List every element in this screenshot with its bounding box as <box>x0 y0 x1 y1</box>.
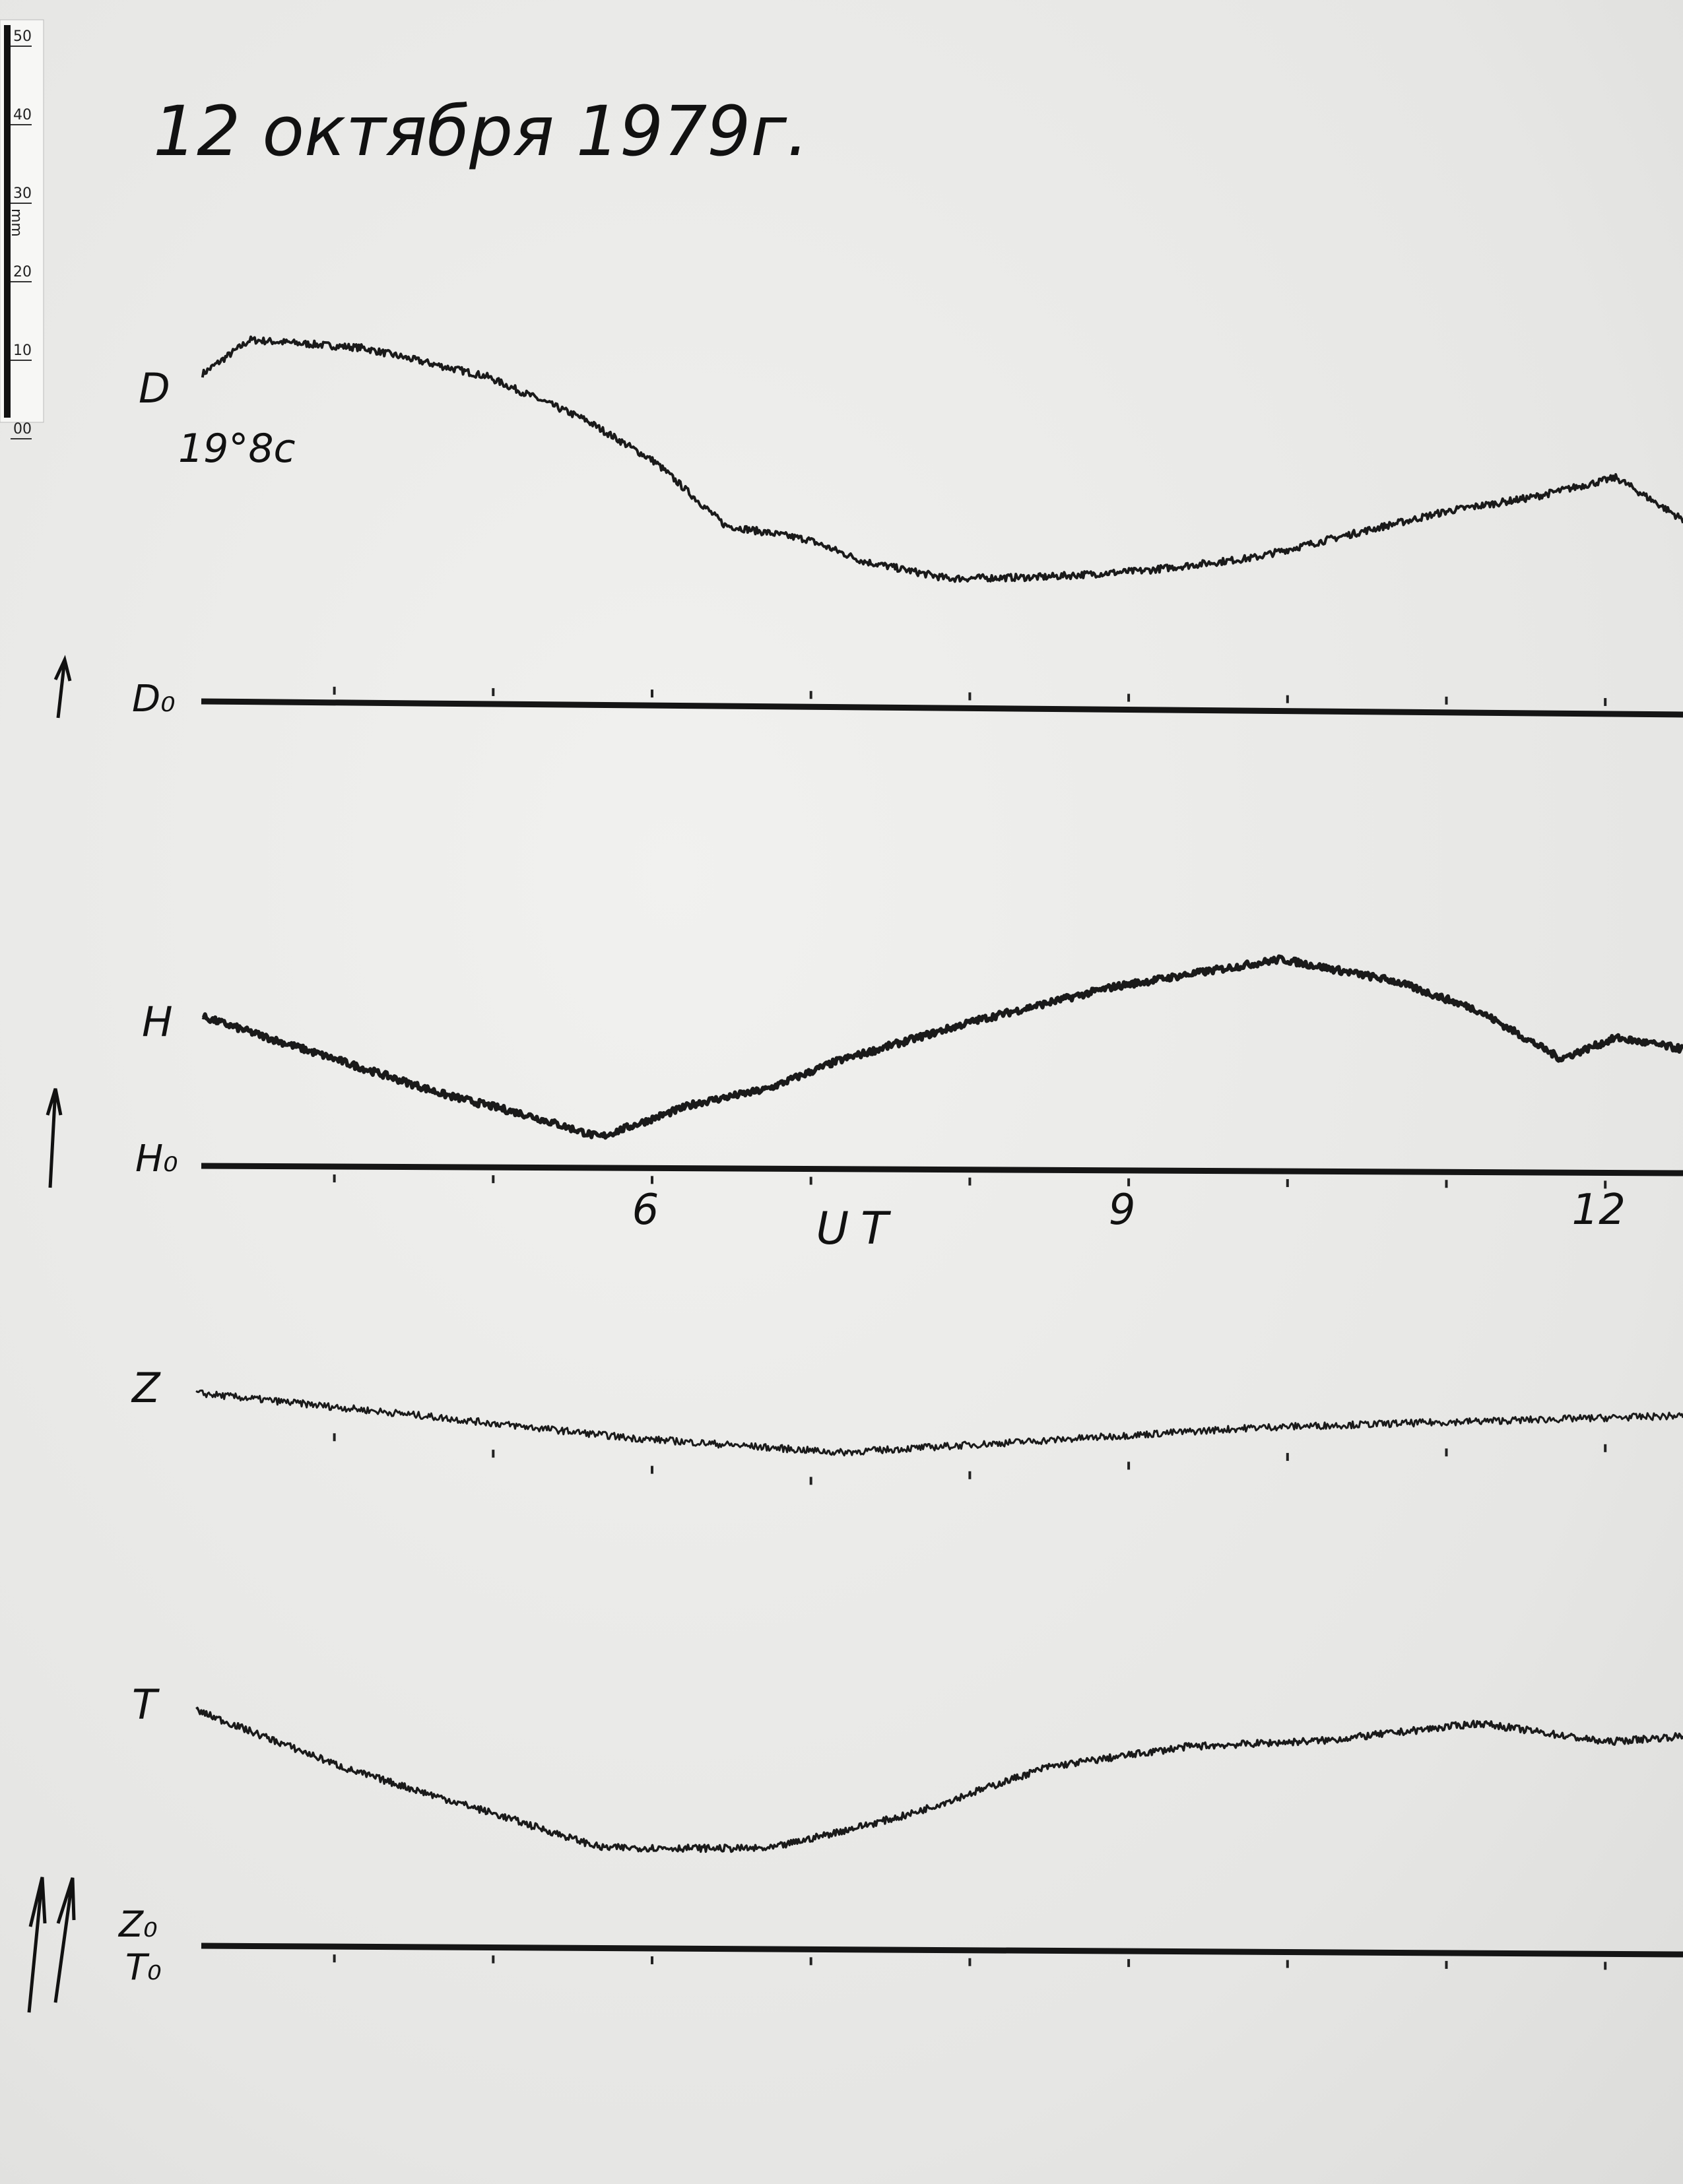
ruler-unit: mm <box>8 209 24 237</box>
baseline-label-h: H₀ <box>135 1138 178 1180</box>
trace-t <box>195 1706 1683 1853</box>
baseline-label-d: D₀ <box>132 678 176 721</box>
d-baseline-value: 19°8c <box>178 426 296 472</box>
arrow-up-icon <box>53 655 72 719</box>
mm-ruler: 50 40 30 20 10 00 mm <box>0 19 44 439</box>
x-axis-label: UT <box>816 1203 900 1255</box>
series-label-t: T <box>132 1681 160 1729</box>
chart-title: 12 октября 1979г. <box>153 91 808 172</box>
ruler-tick-label: 00 <box>13 421 32 437</box>
ruler-tick-label: 50 <box>13 28 32 45</box>
ruler-tick-label: 10 <box>13 342 32 359</box>
baseline-label-t: T₀ <box>125 1946 162 1988</box>
ruler-tick-label: 40 <box>13 107 32 123</box>
x-tick-label: 12 <box>1571 1186 1625 1235</box>
trace-z <box>195 1389 1683 1457</box>
x-tick-label: 6 <box>632 1186 659 1235</box>
double-arrow-up-icon <box>27 1877 76 2013</box>
x-tick-label: 9 <box>1109 1186 1136 1235</box>
arrow-up-icon <box>46 1088 63 1188</box>
baseline-d <box>201 698 1683 718</box>
baseline-zt <box>201 1943 1683 1958</box>
ruler-tick-label: 20 <box>13 264 32 280</box>
trace-d <box>201 335 1683 583</box>
series-label-z: Z <box>131 1364 161 1412</box>
series-label-h: H <box>142 998 173 1046</box>
baseline-h <box>201 1163 1683 1176</box>
trace-h <box>201 954 1683 1140</box>
baseline-label-z: Z₀ <box>117 1904 158 1945</box>
ruler-tick-label: 30 <box>13 185 32 202</box>
series-label-d: D <box>139 364 170 412</box>
